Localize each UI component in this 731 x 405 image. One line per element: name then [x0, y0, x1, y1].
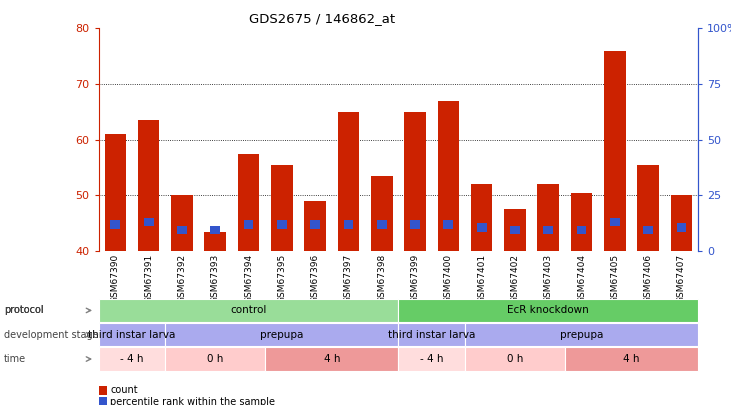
Text: time: time	[4, 354, 26, 364]
Text: 0 h: 0 h	[507, 354, 523, 364]
Bar	[571, 193, 592, 251]
Bar	[205, 232, 226, 251]
Bar	[637, 165, 659, 251]
Bar	[377, 220, 387, 229]
Bar	[444, 220, 453, 229]
Bar	[338, 112, 359, 251]
Text: third instar larva: third instar larva	[388, 330, 475, 340]
Text: third instar larva: third instar larva	[88, 330, 175, 340]
Bar	[610, 217, 620, 226]
Bar	[604, 51, 626, 251]
Text: protocol: protocol	[4, 305, 43, 315]
Bar	[543, 226, 553, 234]
Bar	[110, 220, 120, 229]
Bar	[238, 153, 260, 251]
Bar	[144, 217, 154, 226]
Text: - 4 h: - 4 h	[420, 354, 444, 364]
Bar	[410, 220, 420, 229]
Text: prepupa: prepupa	[560, 330, 603, 340]
Text: - 4 h: - 4 h	[120, 354, 144, 364]
Bar	[438, 101, 459, 251]
Bar	[504, 209, 526, 251]
Bar	[105, 134, 126, 251]
Bar	[477, 223, 487, 232]
Bar	[211, 226, 220, 234]
Bar	[510, 226, 520, 234]
Text: 0 h: 0 h	[207, 354, 224, 364]
Text: EcR knockdown: EcR knockdown	[507, 305, 589, 315]
Bar	[670, 195, 692, 251]
Bar	[271, 165, 292, 251]
Bar	[304, 201, 326, 251]
Bar	[677, 223, 686, 232]
Text: percentile rank within the sample: percentile rank within the sample	[110, 397, 276, 405]
Bar	[310, 220, 320, 229]
Bar	[643, 226, 653, 234]
Text: development stage: development stage	[4, 330, 98, 340]
Bar	[277, 220, 287, 229]
Bar	[138, 120, 159, 251]
Bar	[537, 184, 559, 251]
Text: protocol: protocol	[4, 305, 43, 315]
Bar	[171, 195, 193, 251]
Bar	[243, 220, 254, 229]
Text: 4 h: 4 h	[624, 354, 640, 364]
Text: count: count	[110, 386, 138, 395]
Bar	[471, 184, 493, 251]
Text: 4 h: 4 h	[324, 354, 340, 364]
Text: prepupa: prepupa	[260, 330, 303, 340]
Text: control: control	[230, 305, 267, 315]
Bar	[577, 226, 586, 234]
Bar	[344, 220, 353, 229]
Bar	[371, 176, 393, 251]
Bar	[177, 226, 187, 234]
Text: GDS2675 / 146862_at: GDS2675 / 146862_at	[249, 12, 395, 25]
Bar	[404, 112, 426, 251]
